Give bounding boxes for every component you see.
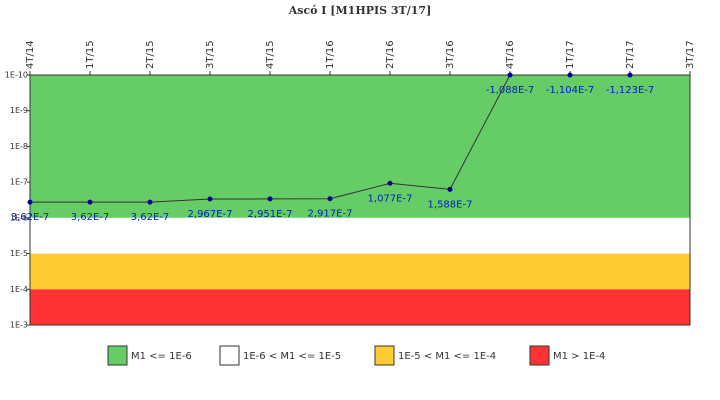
point <box>27 199 33 205</box>
legend-swatch <box>107 345 128 366</box>
point <box>447 186 453 192</box>
legend-swatch <box>219 345 240 366</box>
band <box>30 253 690 290</box>
x-tick-label: 3T/16 <box>445 40 456 69</box>
x-tick-label: 2T/15 <box>145 40 156 69</box>
x-tick-label: 1T/17 <box>565 40 576 69</box>
y-tick-label: 1E-9 <box>10 106 28 115</box>
point <box>327 196 333 202</box>
data-label: 3,62E-7 <box>71 212 110 223</box>
band <box>30 75 690 218</box>
data-label: 1,077E-7 <box>368 193 413 204</box>
band <box>30 289 690 325</box>
legend-label: M1 <= 1E-6 <box>131 351 192 362</box>
x-tick-label: 4T/16 <box>505 40 516 69</box>
y-tick-label: 1E-3 <box>10 321 28 330</box>
point <box>87 199 93 205</box>
x-tick-label: 3T/17 <box>685 40 696 69</box>
point <box>507 72 513 78</box>
x-tick-label: 4T/14 <box>25 40 36 69</box>
x-tick-label: 1T/16 <box>325 40 336 69</box>
data-label: 3,62E-7 <box>131 212 170 223</box>
x-tick-label: 4T/15 <box>265 40 276 69</box>
data-label: -1,088E-7 <box>486 85 535 96</box>
x-tick-label: 2T/16 <box>385 40 396 69</box>
data-label: 3,62E-7 <box>11 212 50 223</box>
data-label: 1,588E-7 <box>428 199 473 210</box>
legend-swatch <box>529 345 550 366</box>
legend-label: M1 > 1E-4 <box>553 351 605 362</box>
point <box>147 199 153 205</box>
data-label: -1,123E-7 <box>606 85 655 96</box>
point <box>627 72 633 78</box>
y-tick-label: 1E-10 <box>5 71 28 80</box>
point <box>387 180 393 186</box>
x-tick-label: 1T/15 <box>85 40 96 69</box>
band <box>30 217 690 254</box>
y-tick-label: 1E-6 <box>10 213 28 222</box>
data-label: 2,967E-7 <box>188 209 233 220</box>
point <box>207 196 213 202</box>
legend-label: 1E-6 < M1 <= 1E-5 <box>243 351 341 362</box>
legend-label: 1E-5 < M1 <= 1E-4 <box>398 351 496 362</box>
data-label: 2,951E-7 <box>248 209 293 220</box>
y-tick-label: 1E-5 <box>10 249 28 258</box>
point <box>567 72 573 78</box>
x-tick-label: 3T/15 <box>205 40 216 69</box>
legend-swatch <box>374 345 395 366</box>
x-tick-label: 2T/17 <box>625 40 636 69</box>
y-tick-label: 1E-8 <box>10 142 28 151</box>
y-tick-label: 1E-4 <box>10 285 28 294</box>
data-label: -1,104E-7 <box>546 85 595 96</box>
point <box>267 196 273 202</box>
data-label: 2,917E-7 <box>308 209 353 220</box>
chart-title: Ascó I [M1HPIS 3T/17] <box>288 4 432 17</box>
y-tick-label: 1E-7 <box>10 178 28 187</box>
